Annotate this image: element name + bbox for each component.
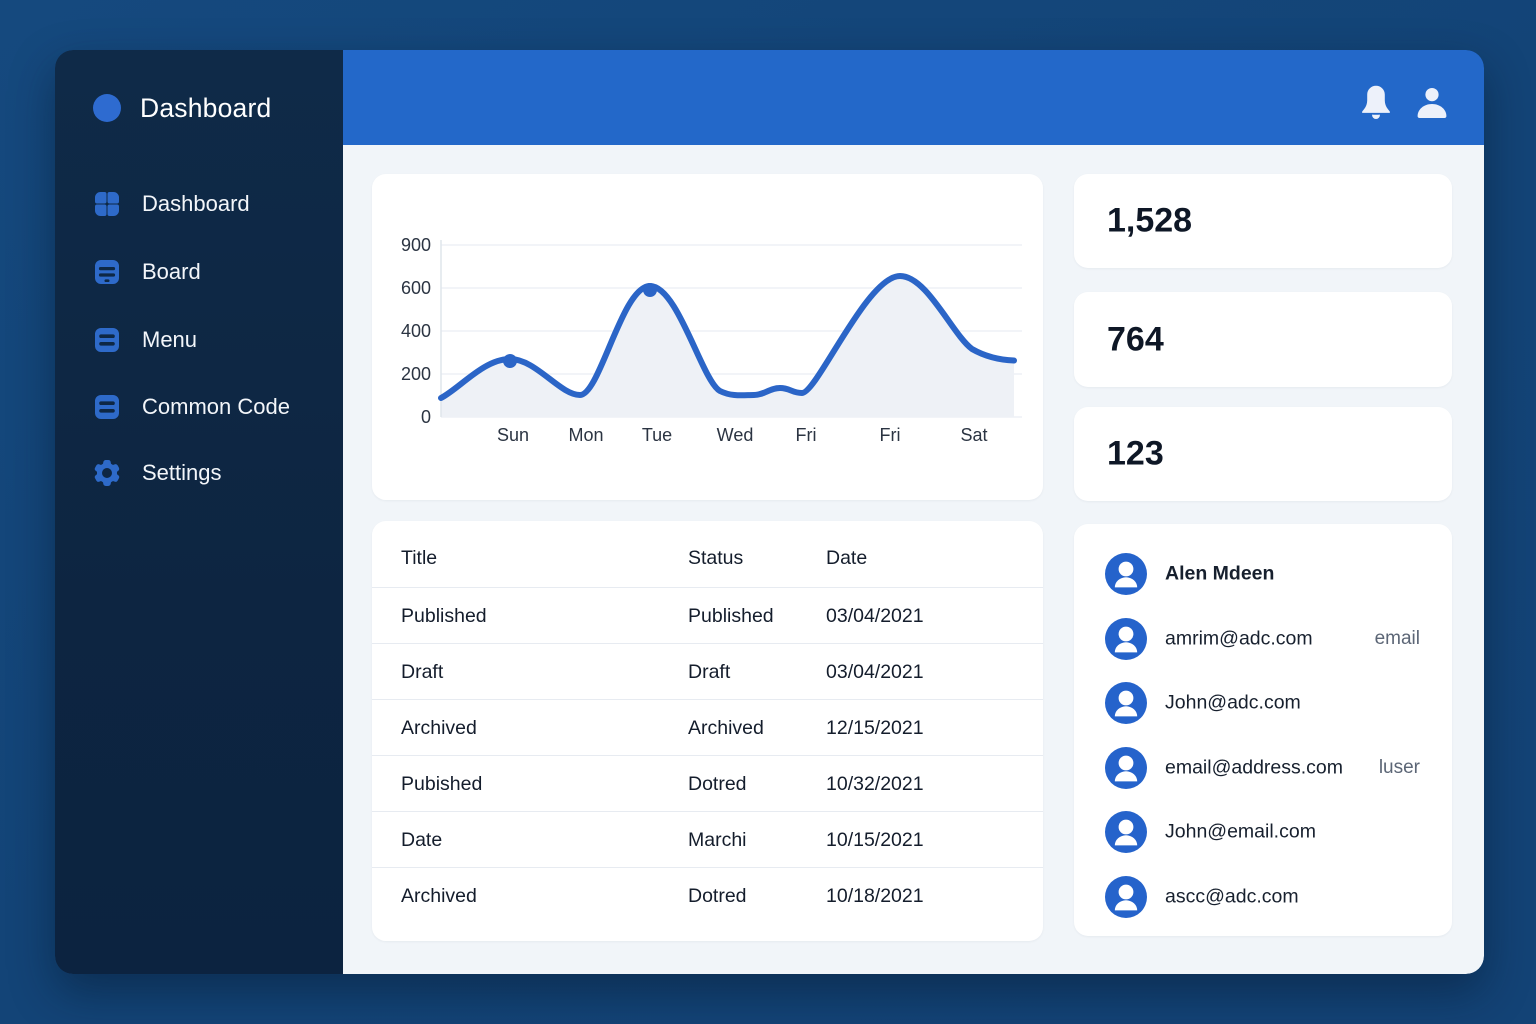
svg-text:400: 400 [401, 321, 431, 341]
svg-text:900: 900 [401, 235, 431, 255]
svg-text:Sat: Sat [960, 425, 987, 445]
svg-text:Fri: Fri [796, 425, 817, 445]
svg-text:Fri: Fri [880, 425, 901, 445]
svg-text:600: 600 [401, 278, 431, 298]
svg-text:200: 200 [401, 364, 431, 384]
svg-text:Sun: Sun [497, 425, 529, 445]
svg-text:0: 0 [421, 407, 431, 427]
svg-text:Wed: Wed [717, 425, 754, 445]
svg-text:Mon: Mon [568, 425, 603, 445]
svg-text:Tue: Tue [642, 425, 672, 445]
